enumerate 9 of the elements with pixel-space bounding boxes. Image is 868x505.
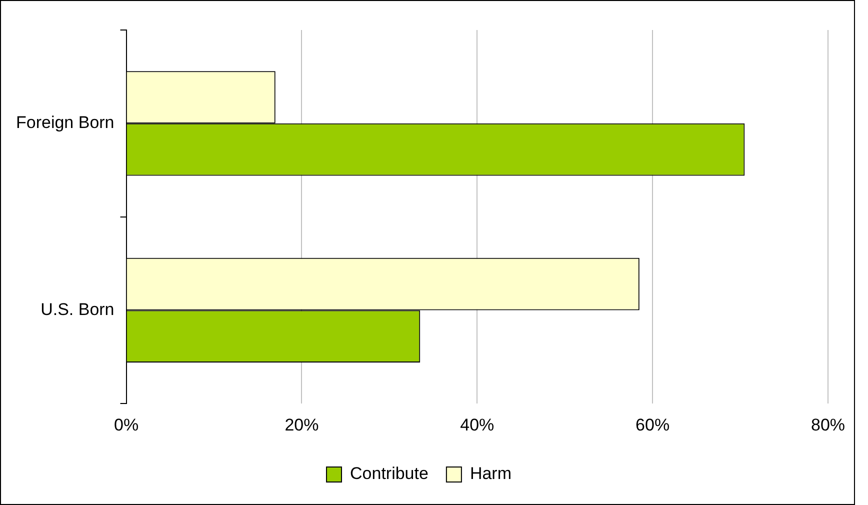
legend-label: Harm [470,464,512,484]
x-tick-label: 40% [460,415,494,434]
x-tick-label: 20% [284,415,319,434]
x-tick-label: 60% [636,415,670,434]
y-tick-label: Foreign Born [16,113,114,132]
y-tick-label: U.S. Born [40,300,114,319]
x-tick-label: 0% [114,415,139,434]
legend-label: Contribute [350,464,428,484]
x-tick-label: 80% [810,415,846,434]
